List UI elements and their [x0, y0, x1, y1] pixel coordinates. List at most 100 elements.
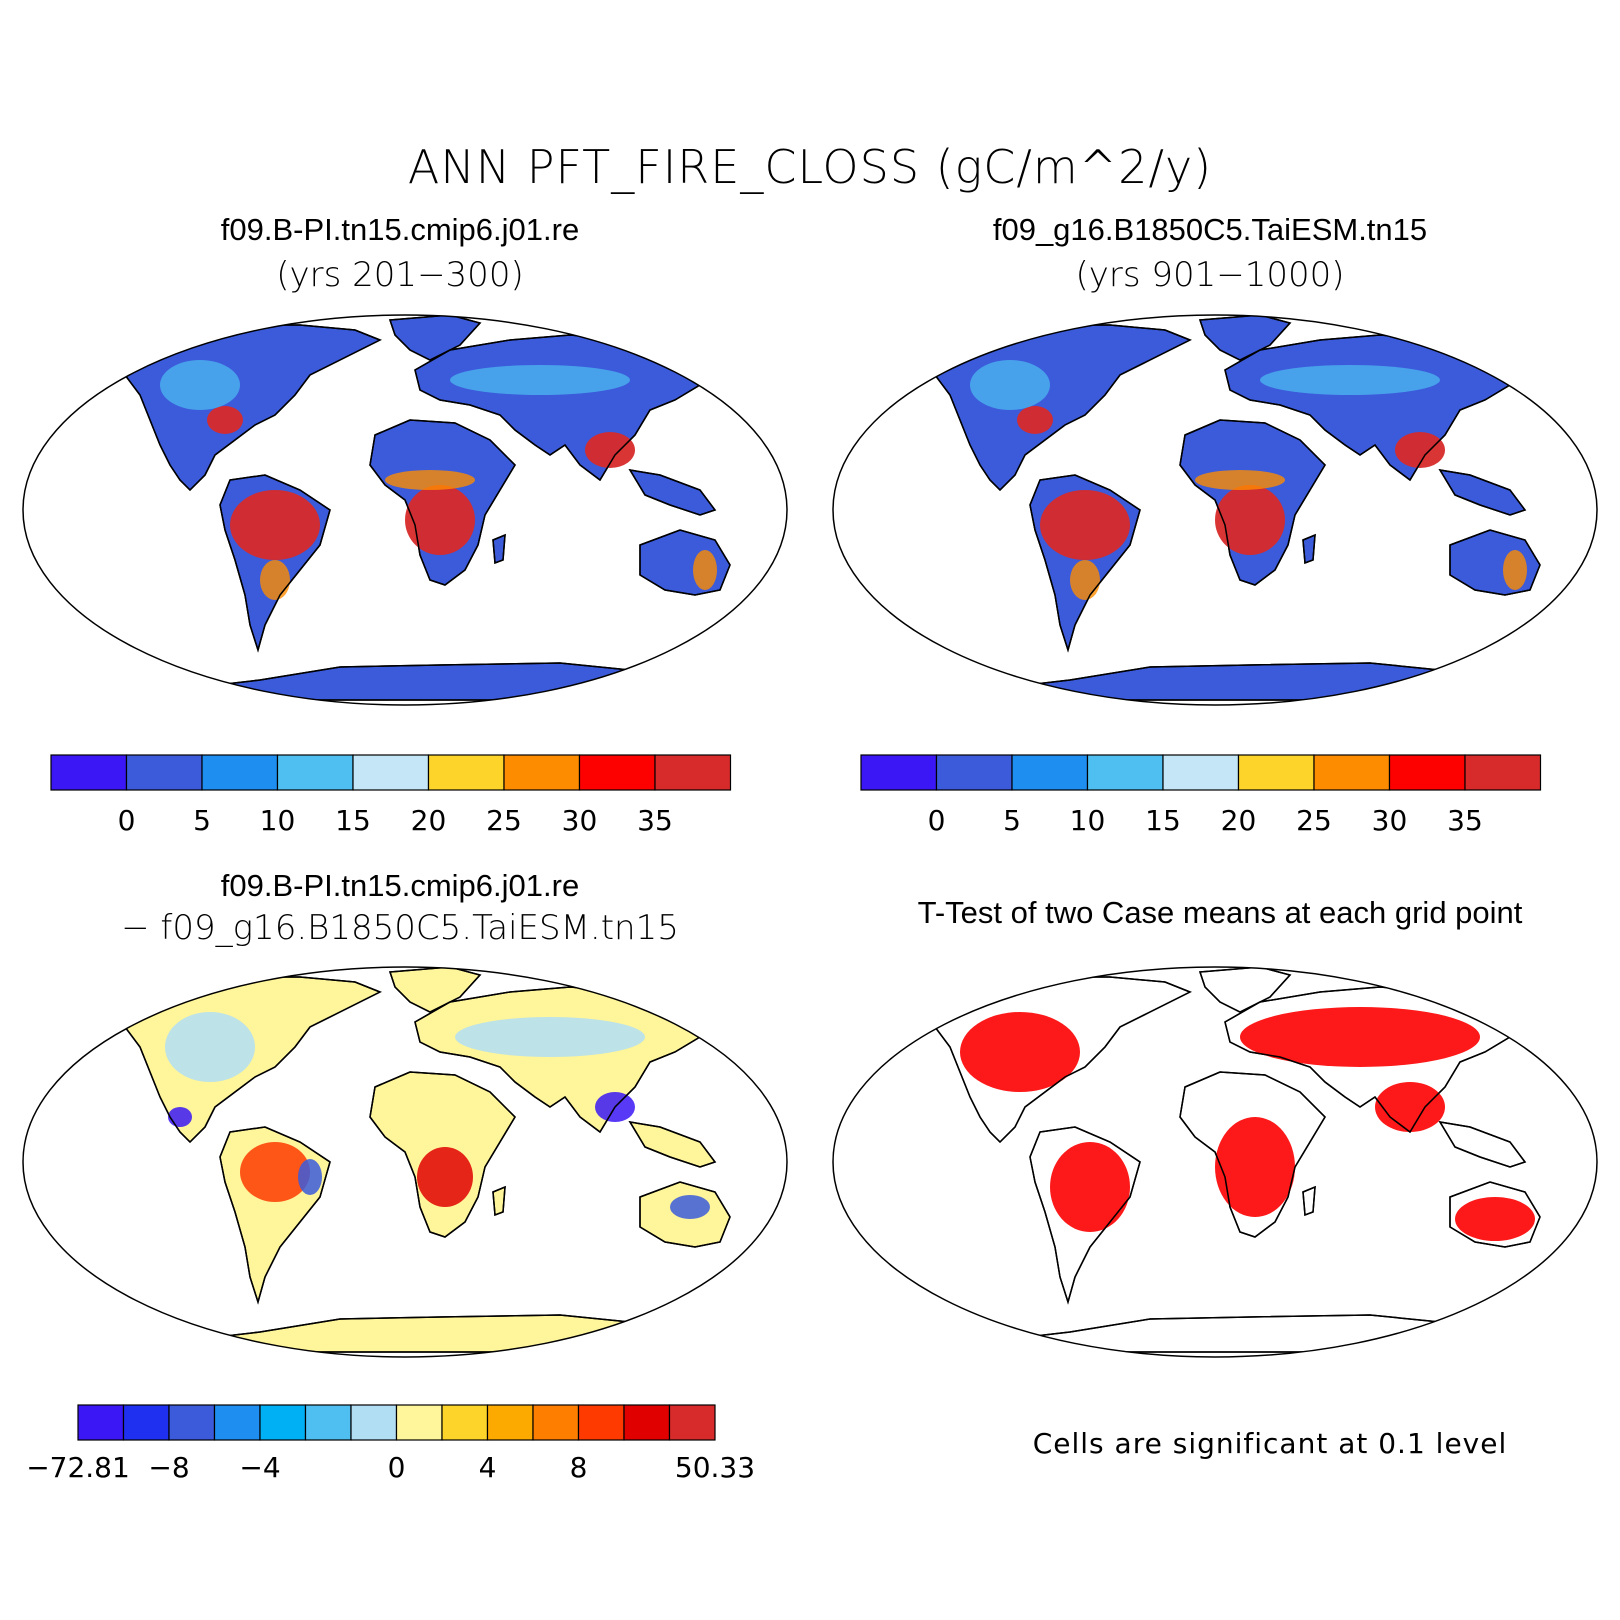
- colorbar-box: [1086, 754, 1164, 791]
- map-border: [832, 966, 1598, 1358]
- fire-mid: [970, 360, 1050, 410]
- ocean: [23, 315, 787, 705]
- colorbar-box: [276, 754, 354, 791]
- fire-warm: [1195, 470, 1285, 490]
- colorbar-box: [304, 1404, 352, 1441]
- map-ttest: [832, 966, 1598, 1358]
- colorbar-box: [427, 754, 505, 791]
- diff-patch: [165, 1012, 255, 1082]
- fire-warm: [385, 470, 475, 490]
- colorbar-box: [503, 754, 581, 791]
- map-border: [22, 314, 788, 706]
- colorbar-box: [532, 1404, 580, 1441]
- diff-patch: [670, 1195, 710, 1219]
- fire-mid: [450, 365, 630, 395]
- diff-patch: [240, 1142, 310, 1202]
- significance-note: Cells are significant at 0.1 level: [1032, 1427, 1508, 1460]
- colorbar-tick-label: −72.81: [26, 1451, 130, 1484]
- panel-title-case1: f09.B-PI.tn15.cmip6.j01.re: [220, 212, 580, 247]
- colorbar-tick-label: 0: [118, 804, 136, 837]
- diff-patch: [298, 1159, 322, 1195]
- colorbar-tick-label: 20: [411, 804, 447, 837]
- colorbar-tick-label: 50.33: [675, 1451, 755, 1484]
- colorbar-box: [122, 1404, 170, 1441]
- colorbar-tick-label: 35: [1447, 804, 1483, 837]
- colorbar-diff: −72.81 −8 −4 0 4 8 50.33: [26, 1404, 755, 1484]
- fire-hotspot: [230, 490, 320, 560]
- colorbar-box: [201, 754, 279, 791]
- colorbar-tick-label: −8: [148, 1451, 189, 1484]
- colorbar-box: [395, 1404, 443, 1441]
- ocean: [833, 967, 1597, 1357]
- colorbar-tick-label: 0: [928, 804, 946, 837]
- colorbar-box: [623, 1404, 671, 1441]
- map-diff: [22, 966, 788, 1358]
- colorbar-tick-label: 35: [637, 804, 673, 837]
- map-border: [22, 966, 788, 1358]
- colorbar-box: [259, 1404, 307, 1441]
- map-case2: [832, 314, 1598, 706]
- significant-cells: [1375, 1082, 1445, 1132]
- colorbar-tick-label: 10: [260, 804, 296, 837]
- diff-patch: [455, 1017, 645, 1057]
- colorbar-box: [1237, 754, 1315, 791]
- colorbar-tick-label: 0: [388, 1451, 406, 1484]
- map-border: [832, 314, 1598, 706]
- colorbar-box: [352, 754, 430, 791]
- fire-hotspot: [585, 432, 635, 468]
- colorbar-tick-label: 10: [1070, 804, 1106, 837]
- colorbar-box: [125, 754, 203, 791]
- colorbar-box: [577, 1404, 625, 1441]
- colorbar-box: [654, 754, 732, 791]
- significant-cells: [1050, 1142, 1130, 1232]
- colorbar-tick-label: 4: [479, 1451, 497, 1484]
- fire-hotspot: [207, 406, 243, 434]
- fire-warm: [260, 560, 290, 600]
- panel-title-case2: f09_g16.B1850C5.TaiESM.tn15: [992, 212, 1428, 247]
- colorbar-tick-label: 5: [1003, 804, 1021, 837]
- map-case1: [22, 314, 788, 706]
- panel-subtitle-case2: (yrs 901−1000): [1075, 255, 1345, 295]
- fire-hotspot: [1215, 485, 1285, 555]
- colorbar-tick-label: 30: [1372, 804, 1408, 837]
- ocean: [23, 967, 787, 1357]
- colorbar-tick-label: −4: [239, 1451, 280, 1484]
- panel-subtitle-case1: (yrs 201−300): [276, 255, 524, 295]
- fire-mid: [1260, 365, 1440, 395]
- main-title: ANN PFT_FIRE_CLOSS (gC/m^2/y): [407, 140, 1213, 194]
- colorbar-box: [50, 754, 128, 791]
- colorbar-box: [350, 1404, 398, 1441]
- colorbar-box: [668, 1404, 716, 1441]
- colorbar-box: [1313, 754, 1391, 791]
- colorbar-box: [860, 754, 938, 791]
- panel-title-ttest: T-Test of two Case means at each grid po…: [917, 895, 1523, 930]
- diff-patch: [168, 1107, 192, 1127]
- colorbar-case1: 0 5 10 15 20 25 30 35: [50, 754, 732, 837]
- significant-cells: [1455, 1197, 1535, 1241]
- panel-subtitle-diff: − f09_g16.B1850C5.TaiESM.tn15: [121, 908, 679, 948]
- fire-warm: [693, 550, 717, 590]
- colorbar-tick-label: 25: [1296, 804, 1332, 837]
- colorbar-tick-label: 8: [570, 1451, 588, 1484]
- colorbar-tick-label: 15: [335, 804, 371, 837]
- fire-mid: [160, 360, 240, 410]
- panel-title-diff: f09.B-PI.tn15.cmip6.j01.re: [220, 868, 580, 903]
- colorbar-tick-label: 30: [562, 804, 598, 837]
- colorbar-tick-label: 20: [1221, 804, 1257, 837]
- fire-warm: [1070, 560, 1100, 600]
- fire-hotspot: [405, 485, 475, 555]
- colorbar-box: [1388, 754, 1466, 791]
- colorbar-box: [1464, 754, 1542, 791]
- significant-cells: [960, 1012, 1080, 1092]
- colorbar-tick-label: 5: [193, 804, 211, 837]
- colorbar-box: [935, 754, 1013, 791]
- colorbar-box: [168, 1404, 216, 1441]
- colorbar-box: [1011, 754, 1089, 791]
- diff-patch: [417, 1147, 473, 1207]
- colorbar-tick-label: 15: [1145, 804, 1181, 837]
- colorbar-case2: 0 5 10 15 20 25 30 35: [860, 754, 1542, 837]
- fire-hotspot: [1017, 406, 1053, 434]
- colorbar-box: [486, 1404, 534, 1441]
- fire-warm: [1503, 550, 1527, 590]
- significant-cells: [1215, 1117, 1295, 1217]
